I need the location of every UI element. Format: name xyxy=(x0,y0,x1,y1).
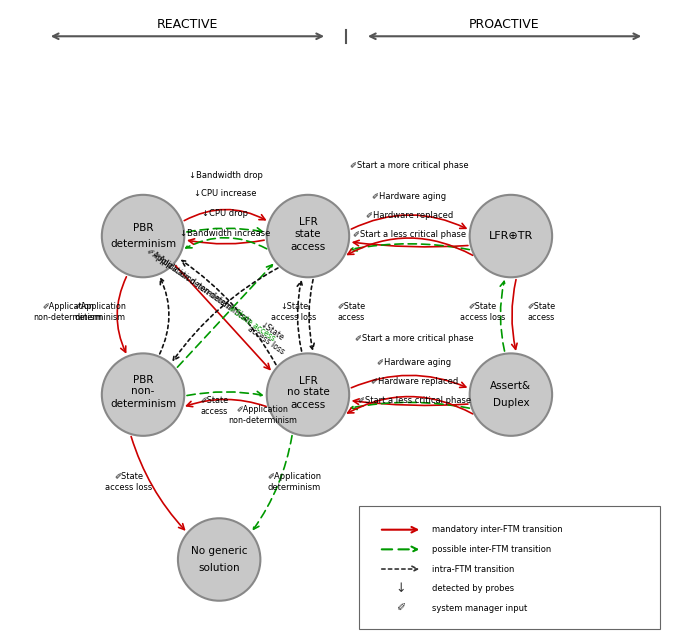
Text: LFR⊕TR: LFR⊕TR xyxy=(489,231,533,241)
Text: ✐State
access: ✐State access xyxy=(337,303,365,322)
Text: LFR: LFR xyxy=(298,376,318,385)
Text: ✐Hardware replaced: ✐Hardware replaced xyxy=(371,377,458,386)
Text: PBR: PBR xyxy=(133,375,154,385)
Text: ↓CPU drop: ↓CPU drop xyxy=(203,210,248,218)
Text: access: access xyxy=(291,400,325,410)
Text: ✐Application
non-determinism: ✐Application non-determinism xyxy=(34,303,102,322)
Text: ✐Start a more critical phase: ✐Start a more critical phase xyxy=(350,161,468,169)
Text: non-: non- xyxy=(131,387,155,396)
Text: PBR: PBR xyxy=(133,223,154,233)
Text: ✐State access: ✐State access xyxy=(227,304,277,343)
Text: mandatory inter-FTM transition: mandatory inter-FTM transition xyxy=(432,525,562,534)
Text: ✐Start a more critical phase: ✐Start a more critical phase xyxy=(355,334,474,343)
Text: Assert&: Assert& xyxy=(491,382,531,391)
Text: intra-FTM transition: intra-FTM transition xyxy=(432,564,514,573)
Text: ✐: ✐ xyxy=(396,603,406,613)
Circle shape xyxy=(266,354,349,436)
Text: ✐Application non-determinism: ✐Application non-determinism xyxy=(151,250,252,326)
Text: ↓Bandwidth increase: ↓Bandwidth increase xyxy=(181,229,271,238)
Text: ✐State
access loss: ✐State access loss xyxy=(459,303,505,322)
Text: PROACTIVE: PROACTIVE xyxy=(469,18,540,31)
Text: ↓CPU increase: ↓CPU increase xyxy=(194,189,257,198)
Text: ✐Application determinism: ✐Application determinism xyxy=(145,247,233,311)
Text: possible inter-FTM transition: possible inter-FTM transition xyxy=(432,545,551,554)
FancyBboxPatch shape xyxy=(358,506,660,629)
Circle shape xyxy=(470,195,552,277)
Text: ✐Application
non-determinism: ✐Application non-determinism xyxy=(228,405,297,425)
Text: solution: solution xyxy=(199,562,240,573)
Text: ↓State
access loss: ↓State access loss xyxy=(246,316,292,357)
Text: no state: no state xyxy=(286,387,329,397)
Text: determinism: determinism xyxy=(110,399,176,409)
Text: ↓Bandwidth drop: ↓Bandwidth drop xyxy=(188,171,262,180)
Circle shape xyxy=(266,195,349,277)
Text: ↓: ↓ xyxy=(395,582,406,595)
Text: ✐State
access: ✐State access xyxy=(200,396,228,416)
Text: ↓State
access loss: ↓State access loss xyxy=(271,303,317,322)
Circle shape xyxy=(102,195,184,277)
Text: LFR: LFR xyxy=(298,217,318,227)
Text: ✐Start a less critical phase: ✐Start a less critical phase xyxy=(353,231,466,240)
Text: ✐Application
determinism: ✐Application determinism xyxy=(267,473,321,492)
Text: determinism: determinism xyxy=(110,240,176,249)
Text: state: state xyxy=(295,229,321,238)
Circle shape xyxy=(178,519,260,601)
Text: ✐Application
determinism: ✐Application determinism xyxy=(74,303,126,322)
Text: detected by probes: detected by probes xyxy=(432,584,513,593)
Text: ✐Hardware replaced: ✐Hardware replaced xyxy=(366,211,453,220)
Text: REACTIVE: REACTIVE xyxy=(157,18,218,31)
Text: ✐Start a less critical phase: ✐Start a less critical phase xyxy=(358,396,471,405)
Circle shape xyxy=(470,354,552,436)
Text: system manager input: system manager input xyxy=(432,604,527,613)
Text: access: access xyxy=(291,242,325,252)
Text: ✐State
access: ✐State access xyxy=(527,303,556,322)
Text: ✐Hardware aging: ✐Hardware aging xyxy=(377,359,452,368)
Text: ✐State
access loss: ✐State access loss xyxy=(105,473,153,492)
Text: Duplex: Duplex xyxy=(493,398,529,408)
Circle shape xyxy=(102,354,184,436)
Text: No generic: No generic xyxy=(191,547,248,556)
Text: ✐Hardware aging: ✐Hardware aging xyxy=(372,192,446,201)
